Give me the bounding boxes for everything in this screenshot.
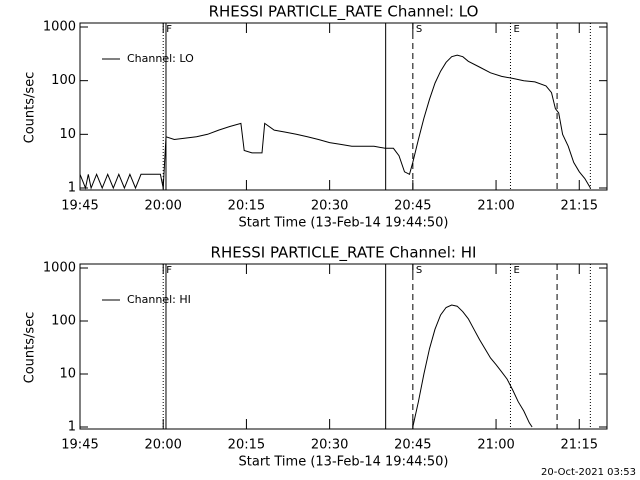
x-tick-label: 21:15 — [561, 438, 598, 453]
x-tick-label: 19:45 — [61, 438, 98, 453]
y-tick-label: 1000 — [43, 261, 76, 276]
x-tick-label: 21:00 — [477, 199, 514, 214]
x-tick-label: 21:00 — [477, 438, 514, 453]
legend-label: Channel: LO — [127, 52, 194, 65]
x-tick-label: 20:15 — [228, 438, 265, 453]
x-tick-label: 20:00 — [144, 438, 181, 453]
x-tick-label: 20:15 — [228, 199, 265, 214]
marker-label: E — [513, 24, 519, 35]
y-tick-label: 1 — [68, 181, 76, 196]
y-axis-label: Counts/sec — [23, 312, 38, 384]
y-axis-label: Counts/sec — [23, 72, 38, 144]
y-tick-label: 1000 — [43, 20, 76, 35]
plot-frame — [79, 263, 608, 430]
chart-title: RHESSI PARTICLE_RATE Channel: HI — [211, 244, 477, 263]
x-tick-label: 20:00 — [144, 199, 181, 214]
plot-frame — [79, 22, 608, 191]
x-axis-label: Start Time (13-Feb-14 19:44:50) — [239, 216, 449, 231]
marker-label: F — [166, 24, 172, 35]
footer: 20-Oct-2021 03:53 — [541, 467, 636, 478]
y-tick-label: 1 — [68, 420, 76, 435]
marker-label: F — [166, 265, 172, 276]
x-tick-label: 20:30 — [311, 199, 348, 214]
y-tick-label: 10 — [59, 127, 76, 142]
x-tick-label: 21:15 — [561, 199, 598, 214]
x-tick-label: 20:45 — [394, 438, 431, 453]
x-tick-label: 20:45 — [394, 199, 431, 214]
y-tick-label: 100 — [51, 314, 76, 329]
x-tick-label: 19:45 — [61, 199, 98, 214]
y-tick-label: 100 — [51, 73, 76, 88]
x-tick-label: 20:30 — [311, 438, 348, 453]
chart-title: RHESSI PARTICLE_RATE Channel: LO — [209, 3, 479, 22]
marker-label: S — [416, 265, 422, 276]
x-axis-label: Start Time (13-Feb-14 19:44:50) — [239, 455, 449, 470]
marker-label: S — [416, 24, 422, 35]
y-tick-label: 10 — [59, 367, 76, 382]
marker-label: E — [513, 265, 519, 276]
data-line — [80, 54, 591, 190]
data-line — [412, 304, 533, 428]
legend-label: Channel: HI — [127, 293, 191, 306]
